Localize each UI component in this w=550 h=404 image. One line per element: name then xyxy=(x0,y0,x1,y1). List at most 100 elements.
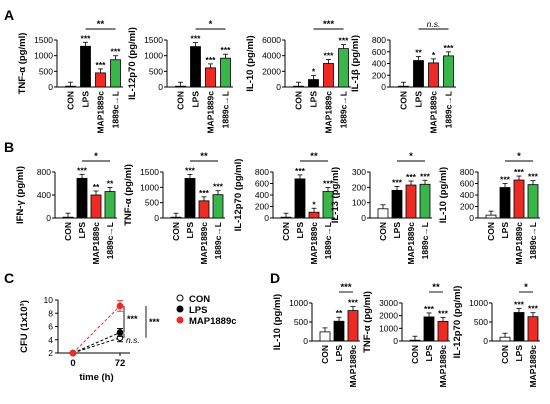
a3-y-tick-label: 0 xyxy=(276,82,281,92)
a4-y-axis-title: IL-1β (pg/ml) xyxy=(350,35,361,92)
a4-comparison-label: n.s. xyxy=(427,19,441,29)
a1-y-tick-label: 1500 xyxy=(34,35,53,45)
b2-category-label: 1889c→L xyxy=(213,222,223,259)
a2-category-label: CON xyxy=(176,91,186,110)
c-legend-marker-2 xyxy=(176,316,184,324)
a3-bar-0 xyxy=(293,85,304,88)
b1-bar-3 xyxy=(104,191,116,219)
b5-y-tick-label: 200 xyxy=(460,202,474,212)
b2-comparison-label: ** xyxy=(200,151,208,162)
a1-category-label: 1889c→L xyxy=(111,91,121,128)
b5-category-label: 1889c→L xyxy=(528,222,538,259)
c-series-line-1 xyxy=(72,332,121,354)
a2-significance-mark: *** xyxy=(206,55,217,65)
b1-y-axis-title: IFN-γ (pg/ml) xyxy=(15,166,26,224)
a2-significance-mark: *** xyxy=(191,34,202,44)
b2-y-tick-label: 500 xyxy=(145,198,159,208)
d2-significance-mark: *** xyxy=(438,308,449,318)
a2-y-tick-label: 500 xyxy=(149,66,163,76)
a4-category-label: 1889c→L xyxy=(444,91,454,128)
a1-significance-mark: *** xyxy=(96,60,107,70)
a3-y-tick-label: 2000 xyxy=(262,66,281,76)
b3-category-label: CON xyxy=(281,222,291,241)
b5-bar-1 xyxy=(499,187,511,219)
d2-significance-mark: *** xyxy=(424,304,435,314)
b1-significance-mark: ** xyxy=(107,179,114,189)
b5-bar-3 xyxy=(527,184,539,219)
d1-category-label: MAP1889c xyxy=(348,345,358,388)
d1-category-label: LPS xyxy=(334,345,344,362)
a2-y-tick-label: 1000 xyxy=(144,51,163,61)
b4-y-tick-label: 300 xyxy=(352,167,366,177)
a1-bar-3 xyxy=(110,59,121,88)
b4-category-label: CON xyxy=(378,222,388,241)
b3-y-tick-label: 200 xyxy=(255,202,269,212)
b3-category-label: MAP1889c xyxy=(309,222,319,265)
panel-label-A: A xyxy=(4,7,14,23)
b1-bar-1 xyxy=(76,177,88,219)
b3-bar-1 xyxy=(294,178,306,219)
a4-category-label: CON xyxy=(399,91,409,110)
c-legend-label-2: MAP1889c xyxy=(189,316,237,327)
a4-category-label: LPS xyxy=(414,91,424,108)
b4-y-tick-label: 200 xyxy=(352,182,366,192)
a2-bar-2 xyxy=(205,67,216,88)
a1-bar-1 xyxy=(80,45,91,88)
a4-y-tick-label: 0 xyxy=(381,82,386,92)
c-point-1-1 xyxy=(116,329,124,336)
a4-significance-mark: ** xyxy=(415,48,422,58)
a4-y-tick-label: 600 xyxy=(372,47,386,57)
b4-bar-1 xyxy=(391,189,403,219)
b1-y-tick-label: 0 xyxy=(46,213,51,223)
c-y-tick-label: 6 xyxy=(48,322,53,332)
d3-y-tick-label: 1000 xyxy=(469,298,488,308)
c-annotation: *** xyxy=(127,314,138,324)
a3-comparison-label: *** xyxy=(323,19,334,30)
c-annotation: *** xyxy=(149,317,160,327)
b1-y-tick-label: 800 xyxy=(37,167,51,177)
a1-y-axis-title: TNF-α (pg/ml) xyxy=(17,33,28,95)
c-y-tick-label: 8 xyxy=(48,308,53,318)
b4-significance-mark: *** xyxy=(420,171,431,181)
a1-bar-2 xyxy=(95,72,106,88)
d1-bar-0 xyxy=(319,331,331,342)
b3-significance-mark: *** xyxy=(323,179,334,189)
b5-category-label: MAP1889c xyxy=(514,222,524,265)
b2-bar-3 xyxy=(212,194,224,219)
a1-significance-mark: *** xyxy=(111,47,122,57)
b2-category-label: MAP1889c xyxy=(199,222,209,265)
a3-significance-mark: *** xyxy=(339,36,350,46)
d3-bar-0 xyxy=(499,336,511,342)
b2-category-label: LPS xyxy=(185,222,195,239)
b4-significance-mark: *** xyxy=(392,177,403,187)
panel-label-C: C xyxy=(4,270,14,286)
a3-category-label: CON xyxy=(294,91,304,110)
b3-y-tick-label: 0 xyxy=(264,213,269,223)
b4-category-label: 1889c→L xyxy=(420,222,430,259)
d3-category-label: MAP1889c xyxy=(528,345,538,388)
d1-significance-mark: *** xyxy=(348,298,359,308)
b3-category-label: LPS xyxy=(295,222,305,239)
d2-y-tick-label: 3000 xyxy=(379,298,398,308)
a2-category-label: MAP1889c xyxy=(206,91,216,134)
d3-comparison-label: * xyxy=(524,282,528,293)
b2-bar-0 xyxy=(170,216,182,219)
c-x-axis-title: time (h) xyxy=(79,372,113,383)
c-point-2-1 xyxy=(116,302,124,310)
a1-significance-mark: *** xyxy=(81,33,92,43)
d1-bar-2 xyxy=(347,310,359,342)
b3-bar-2 xyxy=(308,211,320,219)
d2-category-label: MAP1889c xyxy=(438,345,448,388)
b1-category-label: LPS xyxy=(77,222,87,239)
c-y-tick-label: 4 xyxy=(48,335,53,345)
d1-comparison-label: *** xyxy=(340,282,351,293)
b5-y-axis-title: IL-10 (pg/ml) xyxy=(438,167,449,223)
d1-y-tick-label: 500 xyxy=(294,317,308,327)
a1-y-tick-label: 0 xyxy=(48,82,53,92)
a3-category-label: LPS xyxy=(309,91,319,108)
b5-category-label: CON xyxy=(486,222,496,241)
b3-bar-0 xyxy=(280,216,292,219)
a3-bar-2 xyxy=(323,63,334,88)
b4-y-tick-label: 0 xyxy=(361,213,366,223)
